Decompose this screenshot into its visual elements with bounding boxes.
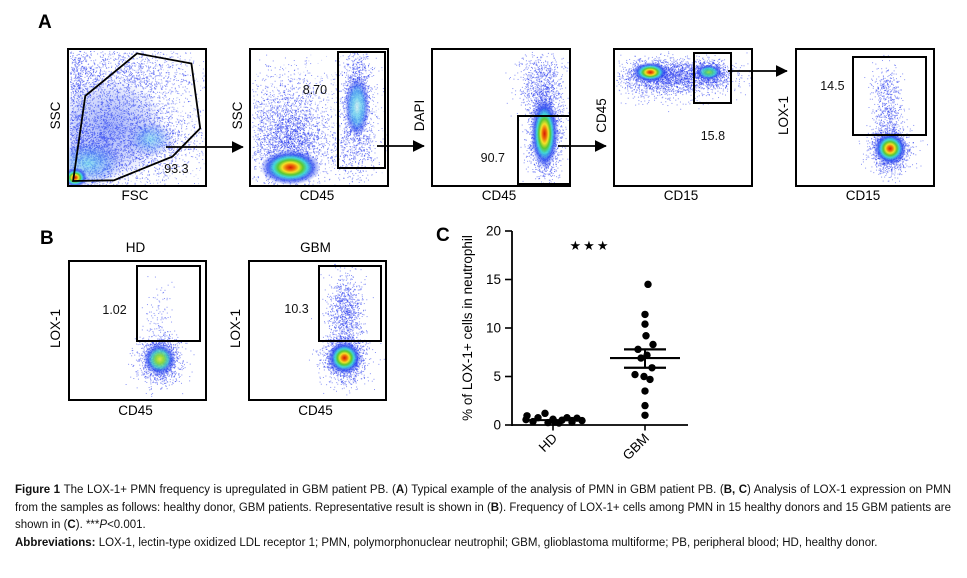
flow-plot-lox1-vs-cd15: 14.5 — [795, 48, 935, 187]
gate-percentage: 15.8 — [700, 128, 726, 143]
panel-b-label: B — [40, 228, 55, 249]
a3-y-axis-label: DAPI — [412, 99, 427, 132]
rect-gate — [692, 52, 732, 104]
b2-y-axis-label: LOX-1 — [228, 308, 243, 349]
a4-x-axis-label: CD15 — [663, 188, 699, 203]
flow-plot-cd45-vs-cd15: 15.8 — [613, 48, 753, 187]
density-cloud — [251, 50, 387, 185]
gate-percentage: 1.02 — [102, 302, 127, 317]
rect-gate — [852, 56, 928, 136]
flow-plot-ssc-vs-fsc: 93.3 — [67, 48, 207, 187]
caption-abbreviations: Abbreviations: LOX-1, lectin-type oxidiz… — [15, 536, 878, 549]
svg-text:10: 10 — [486, 321, 501, 336]
figure-caption: Figure 1 The LOX-1+ PMN frequency is upr… — [15, 482, 951, 552]
axis-ticks: 0 5 10 15 20 HD GBM — [486, 224, 652, 463]
rect-gate — [317, 265, 383, 342]
flow-plot-gbm: 10.3 — [248, 260, 387, 401]
gate-percentage: 90.7 — [480, 151, 505, 165]
a1-y-axis-label: SSC — [48, 101, 63, 130]
svg-text:GBM: GBM — [620, 431, 652, 463]
rect-gate — [136, 265, 201, 342]
density-cloud — [615, 50, 751, 185]
density-cloud — [797, 50, 933, 185]
b2-x-axis-label: CD45 — [298, 403, 333, 418]
panel-a-label: A — [38, 12, 53, 33]
polygon-gate — [72, 52, 202, 182]
mean-sem-bars — [523, 348, 680, 422]
a3-x-axis-label: CD45 — [481, 188, 517, 203]
a2-x-axis-label: CD45 — [299, 188, 335, 203]
panel-c-label: C — [436, 225, 451, 246]
b1-y-axis-label: LOX-1 — [48, 308, 63, 349]
svg-text:HD: HD — [536, 430, 561, 455]
a5-y-axis-label: LOX-1 — [776, 95, 791, 136]
gate-percentage: 8.70 — [302, 82, 328, 97]
scatter-chart: % of LOX-1+ cells in neutrophil ★★★ 0 5 10… — [460, 224, 688, 463]
svg-text:5: 5 — [493, 369, 501, 384]
b2-title: GBM — [300, 240, 331, 255]
b1-title: HD — [125, 240, 146, 255]
a1-x-axis-label: FSC — [121, 188, 149, 203]
svg-text:20: 20 — [486, 224, 501, 239]
a5-x-axis-label: CD15 — [845, 188, 881, 203]
a2-y-axis-label: SSC — [230, 101, 245, 130]
density-cloud — [69, 50, 205, 185]
flow-plot-hd: 1.02 — [68, 260, 207, 401]
rect-gate — [336, 51, 386, 169]
b1-x-axis-label: CD45 — [118, 403, 153, 418]
caption-text: Figure 1 The LOX-1+ PMN frequency is upr… — [15, 484, 952, 531]
flow-plot-ssc-vs-cd45: 8.70 — [249, 48, 389, 187]
a4-y-axis-label: CD45 — [594, 98, 609, 133]
significance-stars: ★★★ — [570, 238, 611, 253]
svg-text:15: 15 — [486, 272, 501, 287]
data-points — [522, 280, 657, 427]
y-axis-title: % of LOX-1+ cells in neutrophil — [460, 235, 475, 421]
flow-plot-dapi-vs-cd45: 90.7 — [431, 48, 571, 187]
density-cloud — [433, 50, 569, 185]
svg-text:0: 0 — [493, 418, 501, 433]
gate-percentage: 14.5 — [820, 79, 845, 94]
rect-gate — [517, 114, 571, 185]
gate-percentage: 93.3 — [164, 161, 189, 176]
gate-percentage: 10.3 — [284, 302, 309, 317]
